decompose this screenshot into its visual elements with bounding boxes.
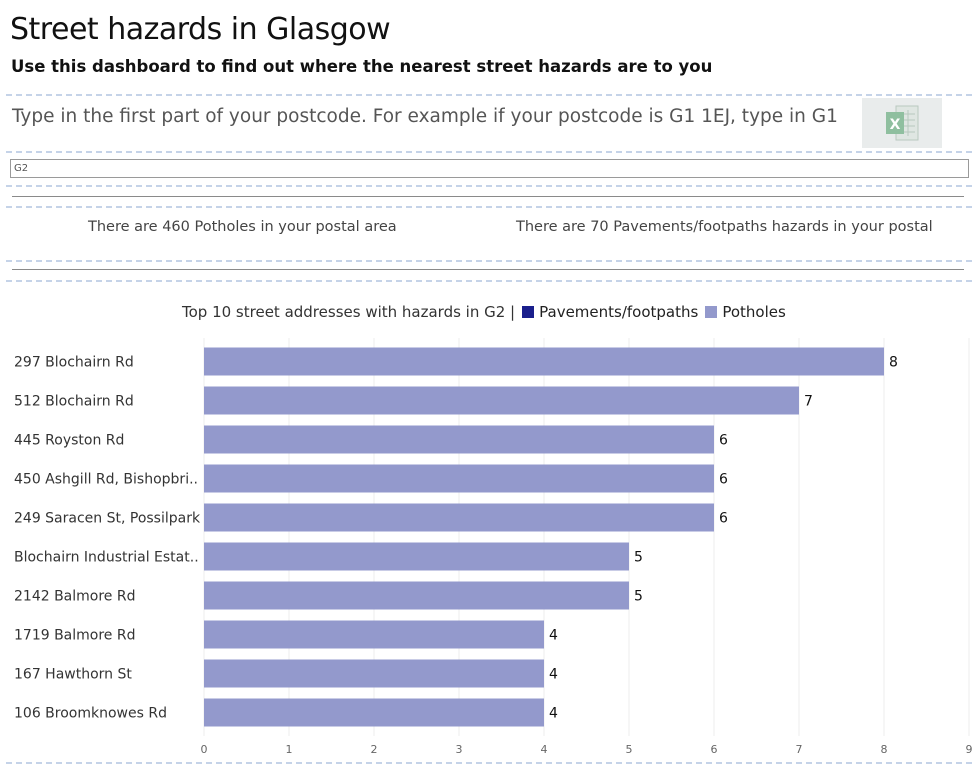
bar-potholes (204, 620, 544, 649)
bar-potholes (204, 659, 544, 688)
dashboard-subtitle: Use this dashboard to find out where the… (11, 57, 713, 76)
row-label: 249 Saracen St, Possilpark (14, 511, 201, 527)
data-label: 8 (889, 355, 898, 371)
x-tick-label: 1 (286, 743, 293, 755)
dashboard-title: Street hazards in Glasgow (10, 12, 391, 47)
chart-caption: Top 10 street addresses with hazards in … (182, 303, 516, 321)
data-label: 4 (549, 628, 558, 644)
postcode-instruction: Type in the first part of your postcode.… (12, 106, 838, 127)
x-tick-label: 8 (881, 743, 888, 755)
legend-swatch-pavements (522, 306, 535, 318)
chart-legend: Top 10 street addresses with hazards in … (182, 303, 786, 321)
row-label: 106 Broomknowes Rd (14, 706, 167, 722)
row-label: 2142 Balmore Rd (14, 589, 135, 605)
excel-icon: X (886, 105, 919, 141)
x-tick-label: 9 (966, 743, 973, 755)
section-divider (6, 151, 972, 153)
bar-potholes (204, 425, 714, 454)
row-label: 512 Blochairn Rd (14, 394, 134, 410)
legend-swatch-potholes (705, 306, 718, 318)
section-divider (6, 762, 972, 764)
hazard-bar-chart: 297 Blochairn Rd 8 512 Blochairn Rd 7 445 Ro… (14, 338, 973, 755)
data-label: 5 (634, 550, 643, 566)
potholes-count-text: There are 460 Potholes in your postal ar… (88, 219, 397, 235)
section-divider (6, 260, 972, 262)
x-tick-label: 2 (371, 743, 378, 755)
x-tick-label: 4 (541, 743, 548, 755)
data-label: 4 (549, 706, 558, 722)
row-label: 297 Blochairn Rd (14, 355, 134, 371)
bar-potholes (204, 347, 884, 376)
row-label: 450 Ashgill Rd, Bishopbri.. (14, 472, 198, 488)
legend-label-potholes[interactable]: Potholes (722, 303, 786, 321)
data-label: 6 (719, 511, 728, 527)
bar-potholes (204, 503, 714, 532)
x-tick-label: 6 (711, 743, 718, 755)
row-label: 445 Royston Rd (14, 433, 124, 449)
row-label: 1719 Balmore Rd (14, 628, 135, 644)
bar-potholes (204, 464, 714, 493)
x-tick-label: 3 (456, 743, 463, 755)
section-divider (6, 94, 972, 96)
x-tick-label: 0 (201, 743, 208, 755)
pavements-count-text: There are 70 Pavements/footpaths hazards… (516, 219, 933, 235)
svg-text:X: X (890, 117, 901, 133)
data-label: 6 (719, 433, 728, 449)
row-label: 167 Hawthorn St (14, 667, 132, 683)
bar-potholes (204, 542, 629, 571)
download-excel-button[interactable]: X (862, 98, 942, 148)
section-divider (6, 206, 972, 208)
row-label: Blochairn Industrial Estat.. (14, 550, 199, 566)
postcode-search-input[interactable] (10, 159, 969, 178)
separator-line (12, 269, 964, 270)
data-label: 6 (719, 472, 728, 488)
bar-potholes (204, 581, 629, 610)
x-tick-label: 5 (626, 743, 633, 755)
section-divider (6, 280, 972, 282)
x-tick-label: 7 (796, 743, 803, 755)
data-label: 5 (634, 589, 643, 605)
data-label: 4 (549, 667, 558, 683)
section-divider (6, 185, 972, 187)
bar-potholes (204, 386, 799, 415)
data-label: 7 (804, 394, 813, 410)
separator-line (12, 196, 964, 197)
legend-label-pavements[interactable]: Pavements/footpaths (539, 303, 699, 321)
bar-potholes (204, 698, 544, 727)
